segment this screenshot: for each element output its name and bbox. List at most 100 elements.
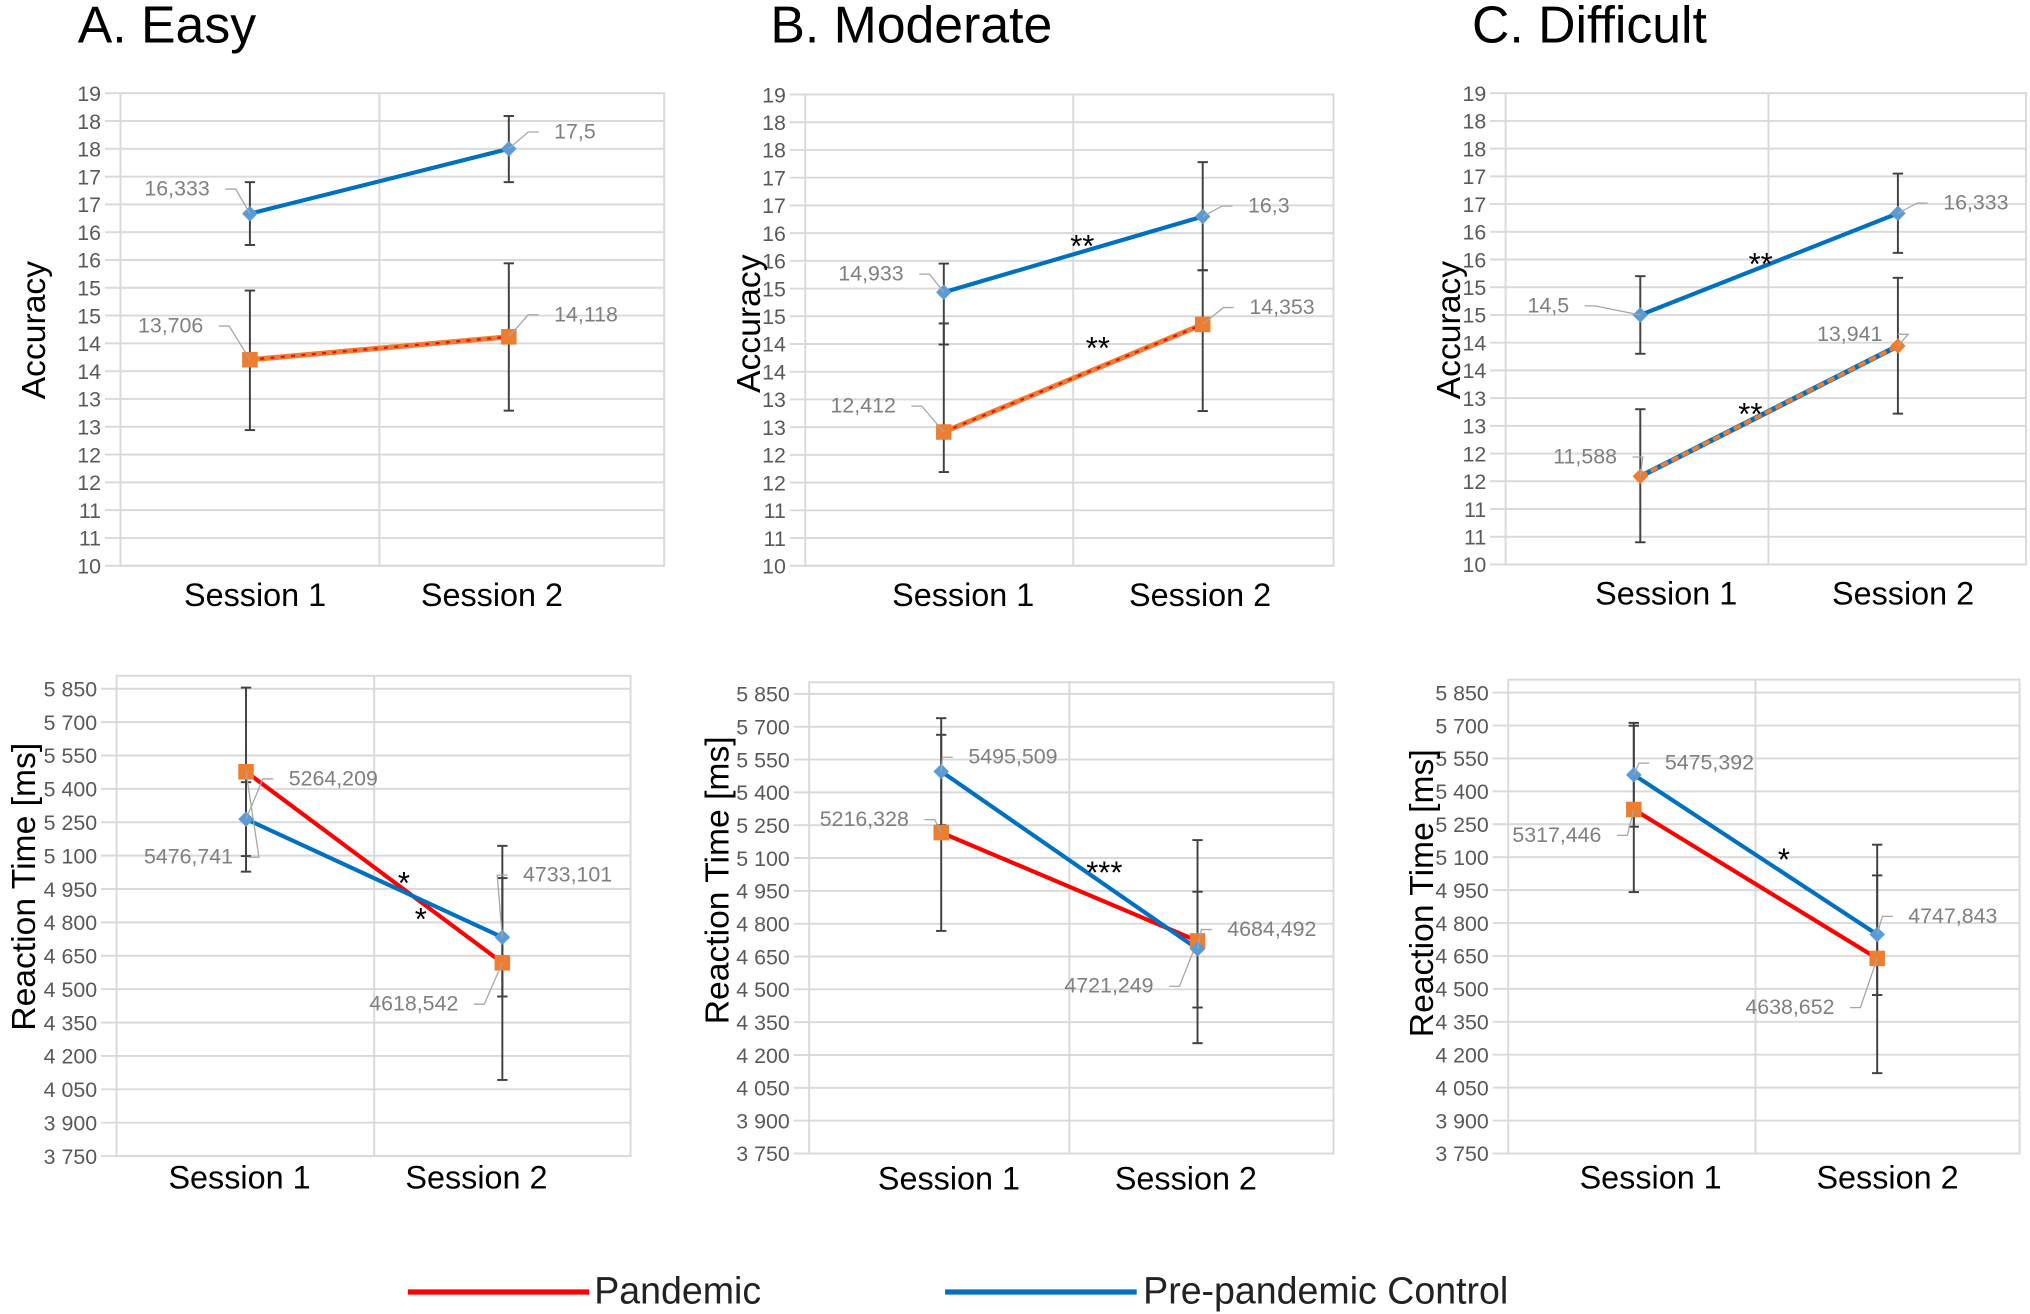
legend-label-pandemic: Pandemic <box>594 1270 761 1312</box>
y-tick-label: 12 <box>1462 470 1486 494</box>
chart-6: 3 750 3 900 4 050 4 200 4 350 4 500 4 650 4 800… <box>1404 678 2021 1195</box>
data-label-pandemic: 13,706 <box>138 314 203 338</box>
y-axis-label: Reaction Time [ms] <box>1404 749 1441 1037</box>
chart-3: 10 11 11 12 12 13 13 14 14 15 15 16 16 17 17 18 18 19 Accu… <box>731 83 1335 613</box>
data-label-pandemic: 13,941 <box>1817 322 1882 346</box>
x-category-label: Session 2 <box>1832 576 1974 612</box>
data-label-control: 4747,843 <box>1908 904 1997 928</box>
data-label-pandemic: 5216,328 <box>820 807 909 831</box>
significance-marker: ** <box>1070 228 1094 263</box>
y-tick-label: 12 <box>762 444 786 468</box>
x-category-label: Session 1 <box>1595 576 1737 612</box>
y-axis-label: Accuracy <box>731 254 768 393</box>
significance-marker: ** <box>1749 246 1773 281</box>
x-category-label: Session 2 <box>1129 577 1271 613</box>
y-tick-label: 5 400 <box>1435 780 1489 804</box>
data-label-control: 17,5 <box>554 119 596 143</box>
y-tick-label: 12 <box>1462 442 1486 466</box>
data-label-control: 16,333 <box>1943 190 2008 214</box>
y-tick-label: 15 <box>1462 304 1486 328</box>
data-label-leader <box>924 818 942 833</box>
y-tick-label: 4 650 <box>44 945 98 969</box>
y-axis-label: Accuracy <box>1431 261 1468 400</box>
x-category-label: Session 2 <box>405 1159 547 1195</box>
y-tick-label: 5 550 <box>1435 747 1489 771</box>
y-tick-label: 11 <box>764 499 786 523</box>
y-tick-label: 4 050 <box>44 1078 98 1102</box>
x-category-label: Session 1 <box>184 577 326 613</box>
y-tick-label: 5 100 <box>736 847 790 871</box>
series-line-pandemic <box>244 770 504 965</box>
chart-5: 10 11 11 12 12 13 13 14 14 15 15 16 16 17 17 18 18 19 Accu… <box>1431 82 2028 612</box>
y-tick-label: 13 <box>1462 387 1486 411</box>
data-label-leader <box>1196 928 1212 950</box>
y-tick-label: 15 <box>762 277 786 301</box>
y-tick-label: 14 <box>1462 359 1486 383</box>
plot-area <box>1504 92 2028 566</box>
y-tick-label: 5 250 <box>1435 813 1489 837</box>
x-category-label: Session 2 <box>421 577 563 613</box>
y-tick-label: 11 <box>79 499 101 523</box>
data-label-leader <box>225 188 251 214</box>
data-label-control: 14,933 <box>838 262 903 286</box>
series-line-pandemic <box>942 322 1204 435</box>
legend: Pandemic Pre-pandemic Control <box>407 1270 1508 1312</box>
data-label-leader <box>1850 958 1878 1009</box>
y-tick-label: 11 <box>79 527 101 551</box>
data-label-control: 4684,492 <box>1227 917 1316 941</box>
x-category-label: Session 2 <box>1816 1159 1958 1195</box>
y-tick-label: 16 <box>77 249 101 273</box>
y-tick-label: 14 <box>77 332 101 356</box>
significance-marker: * <box>1778 842 1790 877</box>
y-tick-label: 4 650 <box>1435 945 1489 969</box>
data-label-leader <box>1876 915 1893 935</box>
error-bar <box>938 262 949 346</box>
significance-marker: * <box>415 902 427 937</box>
y-tick-label: 4 500 <box>44 978 98 1002</box>
y-tick-label: 5 700 <box>44 711 98 735</box>
legend-label-control: Pre-pandemic Control <box>1143 1270 1508 1312</box>
data-label-leader <box>1897 202 1928 214</box>
y-tick-label: 13 <box>1462 415 1486 439</box>
y-tick-label: 17 <box>1462 165 1486 189</box>
y-tick-label: 16 <box>762 250 786 274</box>
data-label-control: 5495,509 <box>968 745 1057 769</box>
y-tick-label: 13 <box>77 416 101 440</box>
y-tick-label: 5 400 <box>44 778 98 802</box>
y-tick-label: 18 <box>1462 110 1486 134</box>
error-bar <box>938 322 949 474</box>
data-point-pandemic <box>494 955 511 971</box>
y-tick-label: 5 250 <box>736 814 790 838</box>
y-tick-label: 4 350 <box>736 1011 790 1035</box>
y-tick-label: 19 <box>77 82 101 106</box>
panel-title-a: A. Easy <box>78 0 256 54</box>
y-tick-label: 17 <box>77 165 101 189</box>
series-line-control <box>245 817 504 940</box>
x-category-label: Session 1 <box>878 1161 1020 1197</box>
y-tick-label: 4 200 <box>1435 1043 1489 1067</box>
x-category-label: Session 1 <box>1580 1159 1722 1195</box>
y-tick-label: 15 <box>1462 276 1486 300</box>
y-tick-label: 10 <box>762 554 786 578</box>
y-tick-label: 3 750 <box>44 1145 98 1169</box>
data-label-pandemic: 4618,542 <box>369 992 458 1016</box>
y-tick-label: 11 <box>1464 525 1486 549</box>
series-line-pandemic <box>1632 807 1879 961</box>
y-tick-label: 17 <box>762 194 786 218</box>
plot-area <box>804 93 1335 567</box>
y-tick-label: 5 100 <box>44 844 98 868</box>
y-tick-label: 18 <box>762 139 786 163</box>
data-label-pandemic: 4721,249 <box>1064 974 1153 998</box>
y-axis-label: Accuracy <box>16 261 53 400</box>
panel-title-c: C. Difficult <box>1472 0 1707 54</box>
y-tick-label: 11 <box>764 527 786 551</box>
y-tick-label: 5 700 <box>736 715 790 739</box>
data-label-leader <box>1202 205 1233 218</box>
data-label-control: 5264,209 <box>289 766 378 790</box>
series-line-pandemic-overlay <box>1639 344 1899 479</box>
error-bar <box>1197 269 1208 413</box>
y-tick-label: 3 750 <box>1435 1142 1489 1166</box>
data-label-leader <box>508 131 539 150</box>
data-label-control: 14,5 <box>1528 293 1570 317</box>
y-tick-label: 4 350 <box>44 1011 98 1035</box>
